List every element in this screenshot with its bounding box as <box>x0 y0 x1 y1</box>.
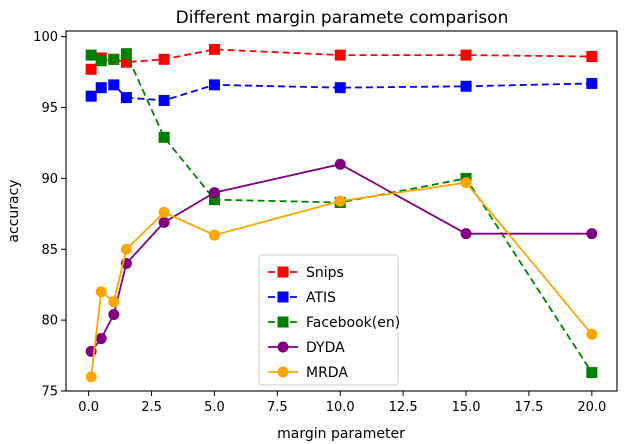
x-axis-ticks: 0.0 2.5 5.0 7.5 10.0 12.5 15.0 17.5 20.0 <box>78 391 606 415</box>
data-point-snips <box>334 49 346 61</box>
x-tick-label: 10.0 <box>326 400 355 415</box>
data-point-atis <box>460 80 472 92</box>
data-point-dyda <box>158 216 170 228</box>
x-axis-label: margin parameter <box>277 426 405 442</box>
data-point-atis <box>334 82 346 94</box>
series-snips <box>85 43 598 75</box>
y-tick-label: 90 <box>41 172 58 187</box>
y-tick-label: 100 <box>33 30 58 45</box>
data-point-snips <box>460 49 472 61</box>
legend-label: MRDA <box>306 365 348 381</box>
data-point-atis <box>158 94 170 106</box>
x-tick-label: 7.5 <box>267 400 288 415</box>
data-point-dyda <box>586 228 598 240</box>
x-tick-label: 0.0 <box>78 400 99 415</box>
data-point-dyda <box>208 187 220 199</box>
data-point-dyda <box>95 333 107 345</box>
data-point-mrda <box>586 328 598 340</box>
data-point-facebook-en <box>95 55 107 67</box>
data-point-atis <box>85 90 97 102</box>
data-point-dyda <box>460 228 472 240</box>
data-point-snips <box>158 53 170 65</box>
data-point-mrda <box>334 195 346 207</box>
data-point-facebook-en <box>85 49 97 61</box>
legend-entry-facebook-en: Facebook(en) <box>268 315 400 331</box>
y-axis-ticks: 75 80 85 90 95 100 <box>33 30 66 400</box>
legend-marker <box>277 316 289 328</box>
data-point-atis <box>208 79 220 91</box>
data-point-snips <box>586 51 598 63</box>
series-atis <box>85 77 598 106</box>
data-point-facebook-en <box>108 53 120 65</box>
data-point-facebook-en <box>158 131 170 143</box>
data-point-mrda <box>158 206 170 218</box>
y-tick-label: 80 <box>41 314 58 329</box>
x-tick-label: 20.0 <box>577 400 606 415</box>
legend-label: Facebook(en) <box>306 315 400 331</box>
legend-entry-mrda: MRDA <box>268 365 348 381</box>
data-point-snips <box>208 43 220 55</box>
y-tick-label: 75 <box>41 385 58 400</box>
data-point-snips <box>120 56 132 68</box>
legend-marker <box>277 266 289 278</box>
data-point-facebook-en <box>120 48 132 60</box>
legend-label: ATIS <box>306 290 336 306</box>
legend-box <box>258 254 399 386</box>
x-tick-label: 12.5 <box>389 400 418 415</box>
data-point-atis <box>95 82 107 94</box>
y-axis-label: accuracy <box>6 179 22 242</box>
data-point-facebook-en <box>586 367 598 379</box>
data-point-atis <box>586 77 598 89</box>
data-point-facebook-en <box>208 194 220 206</box>
data-point-dyda <box>334 158 346 170</box>
data-point-mrda <box>208 229 220 241</box>
legend-entry-dyda: DYDA <box>268 340 345 356</box>
y-tick-label: 85 <box>41 243 58 258</box>
x-tick-label: 15.0 <box>452 400 481 415</box>
data-point-atis <box>120 92 132 104</box>
data-point-mrda <box>95 286 107 298</box>
legend-entry-snips: Snips <box>268 265 344 281</box>
plot-area-frame <box>65 30 618 392</box>
legend-marker <box>277 291 289 303</box>
legend-entry-atis: ATIS <box>268 290 336 306</box>
legend-marker <box>277 341 289 353</box>
x-tick-label: 5.0 <box>204 400 225 415</box>
data-point-dyda <box>108 308 120 320</box>
legend-label: Snips <box>306 265 344 281</box>
series-mrda <box>85 177 598 383</box>
data-point-mrda <box>85 371 97 383</box>
data-point-mrda <box>460 177 472 189</box>
data-point-atis <box>108 79 120 91</box>
x-tick-label: 2.5 <box>141 400 162 415</box>
data-point-mrda <box>120 243 132 255</box>
y-tick-label: 95 <box>41 101 58 116</box>
series-dyda <box>85 158 598 357</box>
legend-marker <box>277 366 289 378</box>
legend-entries: Snips ATIS Facebook(en) DYDA MRDA <box>268 265 400 381</box>
plot-series <box>85 43 598 383</box>
legend: Snips ATIS Facebook(en) DYDA MRDA <box>258 254 400 386</box>
chart-title: Different margin paramete comparison <box>176 8 509 28</box>
x-tick-label: 17.5 <box>514 400 543 415</box>
legend-label: DYDA <box>306 340 345 356</box>
data-point-mrda <box>108 296 120 308</box>
data-point-snips <box>85 63 97 75</box>
